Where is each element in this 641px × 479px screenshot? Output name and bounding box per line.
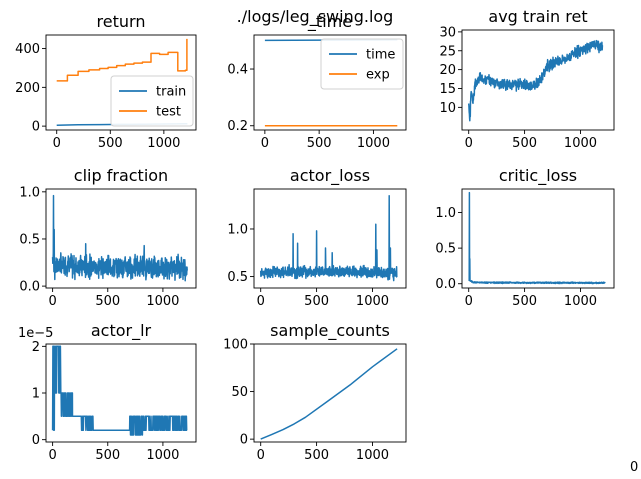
x-tick-label: 500 bbox=[304, 448, 329, 463]
legend-label-test: test bbox=[156, 105, 181, 120]
y-tick-label: 30 bbox=[439, 25, 456, 40]
series-line bbox=[260, 348, 398, 440]
x-tick-label: 500 bbox=[512, 136, 537, 151]
subplot-title: sample_counts bbox=[270, 321, 390, 341]
y-tick-label: 1.0 bbox=[227, 222, 248, 237]
subplot-title: _time bbox=[307, 12, 352, 32]
subplot-title: avg train ret bbox=[488, 7, 587, 26]
plot-area bbox=[51, 194, 188, 282]
axes-frame bbox=[253, 188, 407, 289]
y-tick-label: 50 bbox=[231, 385, 248, 400]
axes-frame bbox=[45, 34, 197, 131]
x-tick-label: 1000 bbox=[147, 136, 180, 151]
edge-text: 0 bbox=[630, 460, 638, 475]
y-tick-label: 0.5 bbox=[19, 232, 40, 247]
subplot-clip_fraction: clip fraction 0 500 1000 0.0 0.5 1.0 bbox=[19, 166, 197, 309]
y-tick-label: 0.2 bbox=[227, 119, 248, 134]
y-tick-label: 0 bbox=[32, 120, 40, 135]
axes-frame bbox=[253, 343, 407, 443]
series-line bbox=[468, 191, 606, 285]
x-tick-label: 500 bbox=[304, 294, 329, 309]
series-line-test bbox=[56, 38, 188, 82]
x-tick-label: 0 bbox=[48, 448, 56, 463]
subplot-actor_loss: actor_loss 0 500 1000 0.5 1.0 bbox=[227, 166, 407, 309]
x-tick-label: 1000 bbox=[146, 294, 179, 309]
y-tick-label: 100 bbox=[223, 338, 248, 353]
subplot-title: clip fraction bbox=[74, 166, 168, 185]
axis-scale-label: 1e−5 bbox=[18, 326, 53, 341]
subplot-title: actor_lr bbox=[91, 321, 152, 341]
x-tick-label: 1000 bbox=[356, 294, 389, 309]
y-tick-label: 0.5 bbox=[227, 270, 248, 285]
x-tick-label: 500 bbox=[98, 136, 123, 151]
x-tick-label: 500 bbox=[307, 136, 332, 151]
x-tick-label: 0 bbox=[465, 136, 473, 151]
x-tick-label: 1000 bbox=[564, 136, 597, 151]
subplot-return: return 0 500 1000 0 200 400 train test bbox=[15, 12, 197, 151]
y-tick-label: 1 bbox=[32, 387, 40, 402]
y-tick-label: 2 bbox=[32, 340, 40, 355]
legend-label-time: time bbox=[366, 48, 395, 63]
legend-box bbox=[320, 38, 404, 90]
plot-area bbox=[468, 191, 606, 285]
y-tick-label: 0.5 bbox=[435, 242, 456, 257]
x-tick-label: 1000 bbox=[357, 136, 390, 151]
y-tick-label: 200 bbox=[15, 81, 40, 96]
subplot-avg_train_ret: avg train ret 0 500 1000 10 15 20 25 30 bbox=[439, 7, 615, 151]
y-tick-label: 10 bbox=[439, 101, 456, 116]
series-line bbox=[51, 345, 188, 436]
axes-frame bbox=[45, 188, 197, 289]
y-tick-label: 1.0 bbox=[19, 185, 40, 200]
axes-frame bbox=[253, 34, 407, 131]
x-tick-label: 0 bbox=[465, 294, 473, 309]
figure-suptitle: ./logs/leg_swing.log bbox=[237, 7, 394, 27]
y-tick-label: 0.0 bbox=[19, 280, 40, 295]
series-line bbox=[51, 194, 188, 282]
plot-area bbox=[467, 39, 604, 122]
x-tick-label: 0 bbox=[48, 294, 56, 309]
subplot-sample_counts: sample_counts 0 500 1000 0 50 100 bbox=[223, 321, 407, 463]
legend-box bbox=[110, 75, 194, 127]
y-tick-label: 0.4 bbox=[227, 63, 248, 78]
subplot-title: return bbox=[97, 12, 146, 31]
subplot-time: _time 0 500 1000 0.2 0.4 time exp bbox=[227, 12, 407, 151]
y-tick-label: 0 bbox=[240, 433, 248, 448]
plot-area bbox=[259, 194, 398, 282]
y-tick-label: 20 bbox=[439, 63, 456, 78]
plot-area bbox=[260, 348, 398, 440]
x-tick-label: 0 bbox=[261, 136, 269, 151]
axes-frame bbox=[461, 29, 615, 131]
x-tick-label: 0 bbox=[257, 294, 265, 309]
legend-label-train: train bbox=[156, 85, 186, 100]
series-line bbox=[259, 194, 398, 282]
legend-label-exp: exp bbox=[366, 68, 390, 83]
x-tick-label: 500 bbox=[512, 294, 537, 309]
plot-area bbox=[51, 345, 188, 436]
subplot-title: actor_loss bbox=[290, 166, 370, 186]
y-tick-label: 25 bbox=[439, 44, 456, 59]
x-tick-label: 1000 bbox=[146, 448, 179, 463]
x-tick-label: 1000 bbox=[356, 448, 389, 463]
y-tick-label: 15 bbox=[439, 82, 456, 97]
y-tick-label: 400 bbox=[15, 42, 40, 57]
x-tick-label: 1000 bbox=[564, 294, 597, 309]
x-tick-label: 500 bbox=[95, 448, 120, 463]
x-tick-label: 0 bbox=[257, 448, 265, 463]
y-tick-label: 1.0 bbox=[435, 206, 456, 221]
subplot-title: critic_loss bbox=[499, 166, 577, 186]
subplot-actor_lr: actor_lr 1e−5 0 500 1000 0 1 2 bbox=[18, 321, 197, 463]
y-tick-label: 0 bbox=[32, 433, 40, 448]
x-tick-label: 500 bbox=[95, 294, 120, 309]
axes-frame bbox=[461, 188, 615, 289]
series-line bbox=[467, 39, 604, 122]
x-tick-label: 0 bbox=[53, 136, 61, 151]
subplot-critic_loss: critic_loss 0 500 1000 0.0 0.5 1.0 bbox=[435, 166, 615, 309]
y-tick-label: 0.0 bbox=[435, 277, 456, 292]
